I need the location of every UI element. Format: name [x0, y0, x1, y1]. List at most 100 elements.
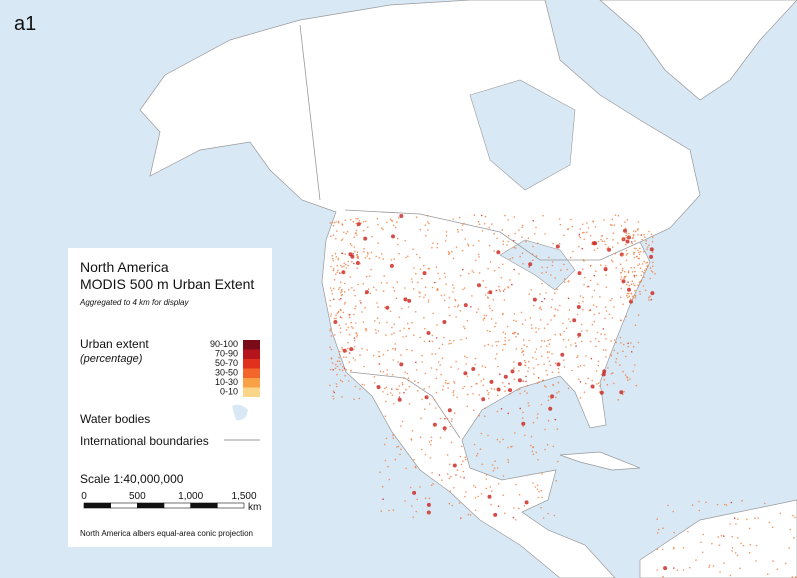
urban-dot — [507, 412, 510, 415]
urban-dot — [581, 268, 584, 271]
urban-dot — [538, 491, 540, 493]
urban-dot — [619, 263, 622, 266]
urban-dot — [606, 383, 609, 386]
urban-dot — [436, 324, 438, 326]
urban-dot — [475, 455, 478, 457]
urban-dot — [381, 253, 383, 255]
urban-dot — [518, 494, 521, 496]
urban-dot — [339, 379, 342, 382]
urban-dot — [656, 532, 659, 534]
urban-dot — [336, 230, 338, 232]
boundaries-label: International boundaries — [80, 434, 209, 448]
urban-dot — [406, 348, 408, 351]
urban-dot — [627, 287, 631, 292]
urban-dot — [363, 384, 366, 386]
urban-dot — [619, 296, 622, 299]
urban-dot — [537, 363, 539, 366]
urban-dot — [518, 388, 521, 390]
urban-dot — [423, 317, 425, 319]
urban-dot — [461, 229, 463, 231]
urban-dot — [503, 343, 505, 346]
urban-dot — [417, 381, 420, 384]
urban-dot — [342, 311, 345, 314]
urban-dot — [450, 342, 452, 345]
urban-dot — [625, 249, 628, 252]
urban-dot — [511, 283, 513, 286]
urban-dot — [645, 242, 647, 245]
urban-dot — [330, 289, 333, 292]
urban-dot — [402, 336, 404, 338]
urban-dot — [552, 445, 555, 448]
urban-dot — [496, 394, 499, 397]
urban-dot — [591, 324, 594, 326]
urban-dot — [455, 360, 457, 363]
urban-dot — [518, 507, 520, 510]
scale-tick: 1,000 — [178, 491, 203, 502]
urban-dot — [682, 547, 685, 549]
urban-dot — [493, 388, 496, 391]
urban-dot — [472, 393, 474, 395]
urban-dot — [428, 267, 431, 270]
urban-dot — [348, 316, 351, 319]
urban-dot — [400, 354, 402, 356]
urban-dot — [364, 306, 366, 309]
urban-dot — [342, 348, 347, 353]
urban-dot — [385, 437, 388, 440]
urban-dot — [477, 220, 480, 223]
urban-dot — [649, 277, 651, 280]
urban-dot — [637, 249, 639, 252]
urban-dot — [374, 382, 376, 384]
urban-dot — [341, 346, 343, 349]
urban-dot — [597, 240, 600, 243]
urban-dot — [623, 236, 625, 239]
urban-dot — [541, 339, 543, 342]
urban-dot — [363, 250, 365, 253]
urban-dot — [353, 246, 356, 248]
urban-dot — [332, 369, 335, 371]
urban-dot — [622, 370, 624, 373]
urban-dot — [392, 347, 394, 350]
urban-dot — [548, 343, 551, 345]
urban-dot — [633, 230, 635, 232]
urban-dot — [651, 271, 654, 273]
urban-dot — [486, 329, 489, 332]
urban-dot — [607, 246, 610, 248]
urban-dot — [519, 392, 521, 395]
urban-dot — [511, 445, 513, 448]
urban-dot — [386, 282, 388, 284]
urban-dot — [537, 496, 540, 499]
urban-dot — [652, 261, 654, 264]
urban-dot — [501, 263, 504, 266]
urban-dot — [519, 255, 521, 258]
urban-dot — [528, 339, 530, 342]
urban-dot — [577, 355, 579, 357]
urban-dot — [642, 272, 645, 274]
urban-dot — [448, 477, 451, 480]
urban-dot — [562, 338, 565, 341]
urban-dot — [336, 365, 339, 368]
class-label: 10-30 — [215, 377, 238, 387]
urban-dot — [496, 410, 499, 413]
urban-dot — [597, 283, 599, 286]
urban-dot — [353, 262, 355, 265]
urban-dot — [576, 313, 579, 316]
urban-dot — [352, 220, 355, 223]
urban-dot — [723, 535, 725, 537]
urban-dot — [623, 390, 625, 393]
urban-dot — [528, 293, 531, 295]
urban-dot — [424, 395, 429, 400]
urban-dot — [569, 256, 572, 259]
urban-dot — [452, 394, 455, 396]
urban-dot — [682, 569, 685, 571]
urban-dot — [476, 383, 478, 385]
urban-dot — [580, 330, 583, 332]
urban-dot — [431, 334, 434, 337]
urban-dot — [393, 323, 396, 326]
urban-dot — [711, 542, 713, 545]
urban-dot — [389, 263, 394, 268]
urban-dot — [424, 408, 426, 411]
urban-dot — [450, 441, 453, 444]
urban-dot — [550, 274, 552, 276]
urban-dot — [643, 276, 645, 279]
urban-dot — [480, 432, 483, 435]
